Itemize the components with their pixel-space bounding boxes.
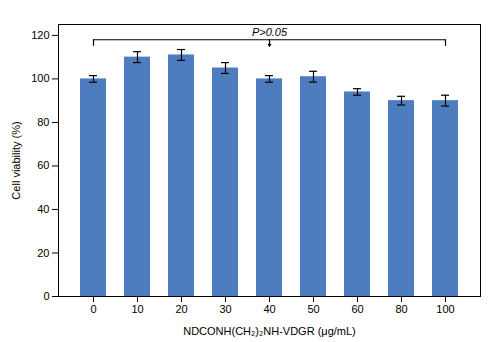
- svg-text:40: 40: [263, 303, 275, 315]
- svg-text:0: 0: [90, 303, 96, 315]
- svg-text:30: 30: [219, 303, 231, 315]
- svg-text:0: 0: [43, 290, 49, 302]
- svg-text:20: 20: [175, 303, 187, 315]
- svg-text:NDCONH(CH₂)₂NH-VDGR (μg/mL): NDCONH(CH₂)₂NH-VDGR (μg/mL): [183, 325, 356, 337]
- svg-text:100: 100: [436, 303, 454, 315]
- svg-text:80: 80: [37, 116, 49, 128]
- svg-text:100: 100: [31, 72, 49, 84]
- svg-text:20: 20: [37, 247, 49, 259]
- svg-text:60: 60: [37, 159, 49, 171]
- svg-text:80: 80: [395, 303, 407, 315]
- svg-text:Cell viability (%): Cell viability (%): [10, 121, 22, 199]
- svg-text:60: 60: [351, 303, 363, 315]
- svg-text:40: 40: [37, 203, 49, 215]
- svg-text:P>0.05: P>0.05: [252, 26, 288, 38]
- svg-text:10: 10: [131, 303, 143, 315]
- svg-text:120: 120: [31, 29, 49, 41]
- svg-text:50: 50: [307, 303, 319, 315]
